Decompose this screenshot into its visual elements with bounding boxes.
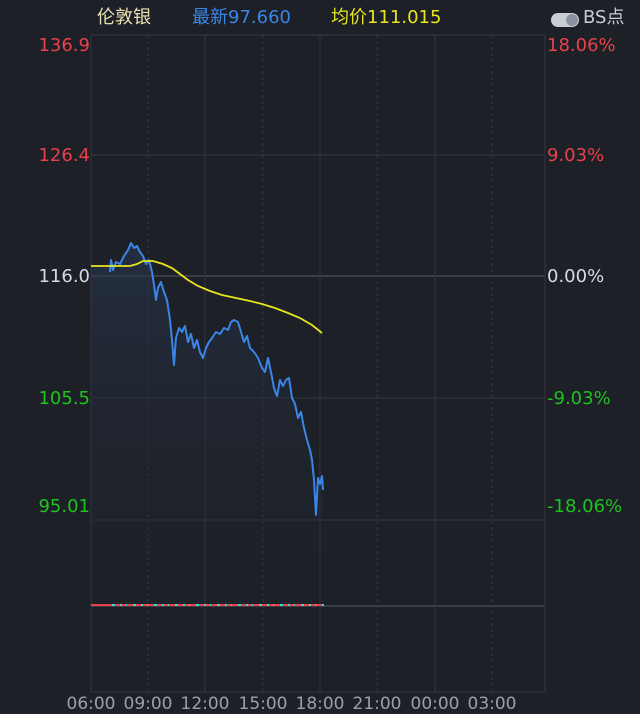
right-axis-label-zero: 0.00% [547, 266, 605, 287]
time-label-0300: 03:00 [467, 694, 517, 714]
right-axis-label-top: 18.06% [547, 35, 616, 56]
price-line [109, 242, 324, 516]
time-label-2100: 21:00 [352, 694, 402, 714]
instrument-name: 伦敦银 [97, 7, 151, 28]
right-axis-label-bottom: -18.06% [547, 496, 623, 517]
price-area-fill [91, 243, 324, 605]
time-label-1500: 15:00 [238, 694, 288, 714]
time-label-1800: 18:00 [295, 694, 345, 714]
time-label-1200: 12:00 [180, 694, 230, 714]
left-axis-label-top: 136.9 [38, 35, 90, 56]
time-label-0600: 06:00 [66, 694, 116, 714]
left-axis-label-bottom: 95.01 [38, 496, 90, 517]
average-line [91, 260, 323, 334]
bs-points-toggle[interactable] [551, 13, 579, 27]
time-label-0900: 09:00 [123, 694, 173, 714]
average-price: 均价111.015 [331, 7, 442, 28]
toggle-knob-icon [566, 14, 578, 26]
chart-header: 伦敦银 最新97.660 均价111.015 BS点 [0, 0, 640, 36]
left-axis-label-4: 105.5 [38, 388, 90, 409]
right-axis-label-2: 9.03% [547, 145, 605, 166]
left-axis-label-2: 126.4 [38, 145, 90, 166]
latest-price: 最新97.660 [192, 7, 291, 28]
right-axis-label-4: -9.03% [547, 388, 611, 409]
bs-points-label[interactable]: BS点 [583, 7, 625, 28]
left-axis-label-prev-close: 116.0 [38, 266, 90, 287]
time-label-0000: 00:00 [410, 694, 460, 714]
